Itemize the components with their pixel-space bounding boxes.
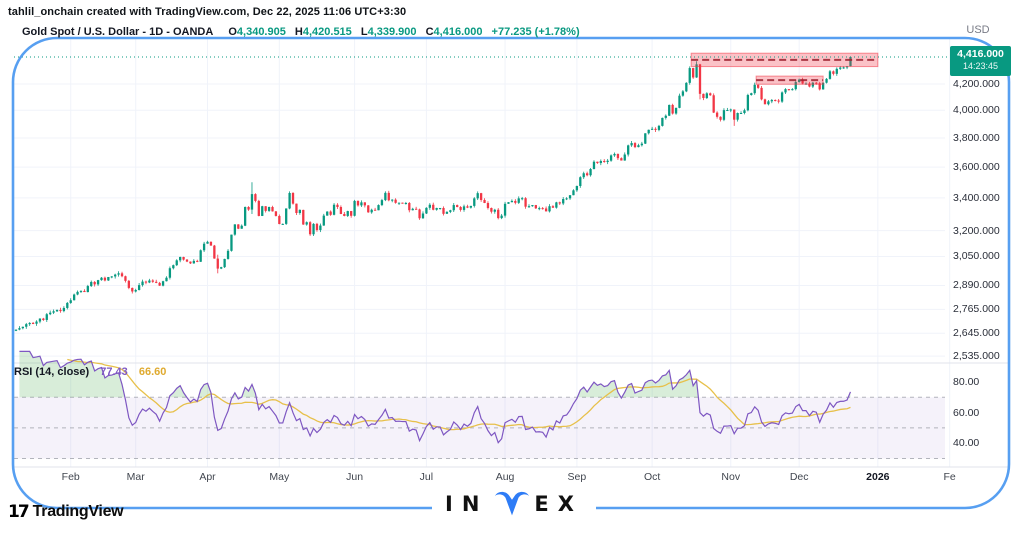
time-tick: Jul: [419, 471, 434, 483]
open-label: O: [228, 26, 237, 38]
open-value: 4,340.905: [236, 26, 286, 38]
bar-countdown: 14:23:45: [962, 61, 999, 72]
time-tick: 2026: [866, 471, 890, 483]
invex-logo-text-left: IN: [445, 492, 489, 516]
symbol-title[interactable]: Gold Spot / U.S. Dollar - 1D - OANDA: [22, 26, 214, 38]
tradingview-logo-icon: 17: [8, 502, 30, 522]
price-tick: 2,890.000: [953, 279, 1000, 292]
rsi-tick: 80.00: [953, 376, 980, 388]
rsi-ma-value: 66.60: [138, 366, 167, 378]
price-tick: 3,600.000: [953, 161, 1000, 174]
rsi-tick: 60.00: [953, 406, 980, 419]
price-tick: 3,800.000: [953, 131, 1000, 144]
price-tick: 2,765.000: [953, 303, 1000, 316]
invex-bull-icon: [495, 491, 530, 516]
close-label: C: [425, 26, 434, 38]
time-tick: Sep: [567, 471, 587, 483]
price-tick: 2,535.000: [953, 350, 1000, 363]
time-axis[interactable]: Feb Mar Apr May Jun Jul Aug Sep Oct Nov Dec 2026 Fe: [0, 471, 963, 487]
time-tick: Oct: [643, 471, 661, 483]
watermark-note: tahlil_onchain created with TradingView.…: [8, 6, 407, 18]
tradingview-logo-text: TradingView: [32, 503, 124, 520]
close-value: 4,416.000: [433, 26, 483, 38]
price-tick: 4,000.000: [953, 104, 1000, 117]
low-value: 4,339.900: [367, 26, 417, 38]
time-tick: Apr: [199, 471, 216, 483]
time-tick: Mar: [126, 471, 145, 483]
time-tick: Dec: [789, 471, 809, 483]
low-label: L: [360, 26, 368, 38]
time-tick: Fe: [943, 471, 956, 483]
rsi-title[interactable]: RSI (14, close): [14, 366, 90, 378]
time-tick: Feb: [61, 471, 80, 483]
price-tick: 4,200.000: [953, 78, 1000, 90]
resistance-box[interactable]: [755, 75, 824, 85]
tradingview-logo[interactable]: 17 TradingView: [8, 502, 124, 522]
price-tick: 3,050.000: [953, 250, 1000, 263]
symbol-legend[interactable]: Gold Spot / U.S. Dollar - 1D - OANDA O4,…: [22, 26, 580, 38]
rsi-indicator-legend[interactable]: RSI (14, close) 77.43 66.60: [14, 366, 166, 378]
resistance-box[interactable]: [690, 52, 879, 68]
high-value: 4,420.515: [302, 26, 352, 38]
last-price-label: 4,416.000 14:23:45: [950, 46, 1011, 76]
time-tick: Aug: [495, 471, 515, 483]
rsi-value: 77.43: [100, 366, 128, 378]
high-label: H: [294, 26, 303, 38]
rsi-tick: 40.00: [953, 437, 980, 450]
time-tick: Jun: [346, 471, 364, 483]
invex-logo-text-right: EX: [534, 492, 583, 516]
time-tick: May: [269, 471, 290, 483]
change-value: +77.235 (+1.78%): [491, 26, 580, 38]
price-tick: 3,200.000: [953, 224, 1000, 237]
price-scale-currency[interactable]: USD: [966, 24, 990, 36]
last-price-value: 4,416.000: [957, 48, 1004, 60]
price-tick: 3,400.000: [953, 191, 1000, 204]
price-tick: 2,645.000: [953, 327, 1000, 340]
invex-logo: IN EX: [432, 483, 596, 525]
time-tick: Nov: [721, 471, 741, 483]
